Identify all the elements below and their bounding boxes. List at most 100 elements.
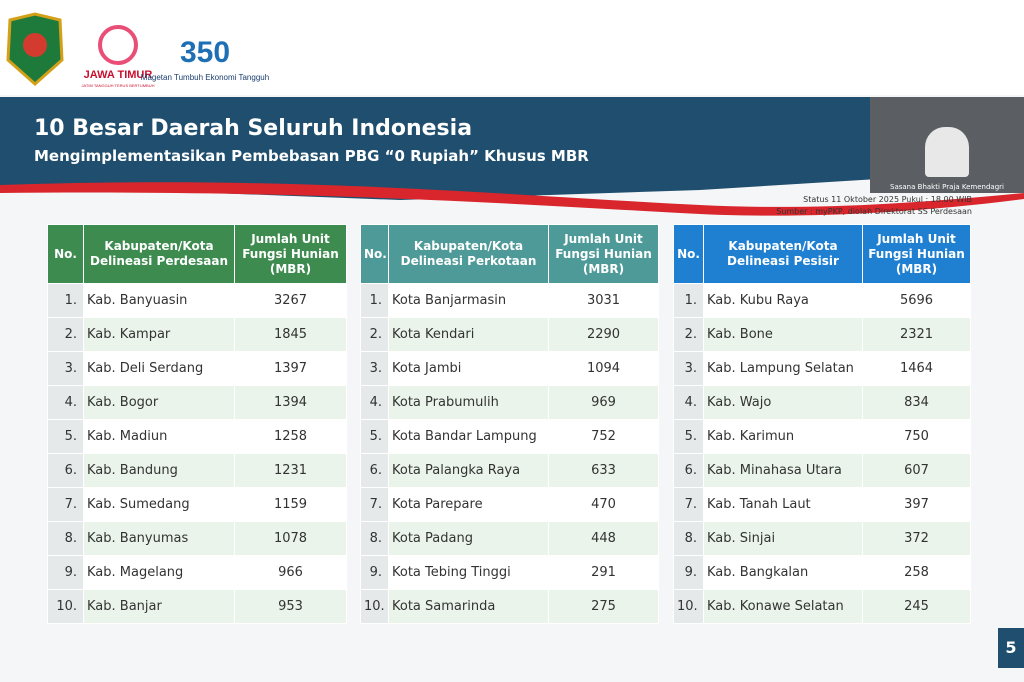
region-name: Kota Bandar Lampung [388, 419, 549, 454]
video-inset: Sasana Bhakti Praja Kemendagri [870, 97, 1024, 193]
table-row: 9. Kab. Magelang 966 [47, 555, 347, 590]
unit-count: 291 [548, 555, 659, 590]
row-number: 9. [360, 555, 389, 590]
source-note: Sumber : myPKP, diolah Direktorat SS Per… [776, 207, 972, 216]
unit-count: 1258 [234, 419, 347, 454]
province-name: JAWA TIMUR [84, 69, 153, 81]
data-table: No. Kabupaten/Kota Delineasi Perdesaan Jum… [47, 224, 347, 624]
table-row: 4. Kab. Wajo 834 [673, 385, 971, 420]
region-name: Kab. Deli Serdang [83, 351, 235, 386]
row-number: 8. [47, 521, 84, 556]
table-row: 4. Kota Prabumulih 969 [360, 385, 659, 420]
header-row: No. Kabupaten/Kota Delineasi Pesisir Jumla… [673, 224, 971, 284]
unit-count: 607 [862, 453, 971, 488]
region-name: Kota Kendari [388, 317, 549, 352]
unit-count: 1231 [234, 453, 347, 488]
data-table: No. Kabupaten/Kota Delineasi Perkotaan Jum… [360, 224, 659, 624]
region-name: Kab. Magelang [83, 555, 235, 590]
header-row: No. Kabupaten/Kota Delineasi Perdesaan Jum… [47, 224, 347, 284]
region-name: Kota Jambi [388, 351, 549, 386]
row-number: 1. [47, 283, 84, 318]
column-header: Jumlah Unit Fungsi Hunian (MBR) [862, 224, 971, 284]
regency-tagline: Magetan Tumbuh Ekonomi Tangguh [141, 73, 269, 82]
unit-count: 969 [548, 385, 659, 420]
region-name: Kab. Tanah Laut [703, 487, 863, 522]
speaker [925, 127, 969, 177]
table-row: 2. Kab. Bone 2321 [673, 317, 971, 352]
column-header: Jumlah Unit Fungsi Hunian (MBR) [548, 224, 659, 284]
table-row: 7. Kab. Tanah Laut 397 [673, 487, 971, 522]
row-number: 2. [47, 317, 84, 352]
unit-count: 953 [234, 589, 347, 624]
table-row: 1. Kab. Kubu Raya 5696 [673, 283, 971, 318]
unit-count: 1094 [548, 351, 659, 386]
unit-count: 966 [234, 555, 347, 590]
table-row: 8. Kab. Sinjai 372 [673, 521, 971, 556]
table-row: 3. Kab. Lampung Selatan 1464 [673, 351, 971, 386]
unit-count: 2321 [862, 317, 971, 352]
row-number: 6. [673, 453, 704, 488]
region-name: Kab. Kampar [83, 317, 235, 352]
column-header: Jumlah Unit Fungsi Hunian (MBR) [234, 224, 347, 284]
table-row: 10. Kab. Banjar 953 [47, 589, 347, 624]
region-name: Kab. Banyuasin [83, 283, 235, 318]
region-name: Kota Banjarmasin [388, 283, 549, 318]
region-name: Kab. Banjar [83, 589, 235, 624]
region-name: Kab. Karimun [703, 419, 863, 454]
region-name: Kab. Sinjai [703, 521, 863, 556]
row-number: 3. [47, 351, 84, 386]
table-row: 8. Kota Padang 448 [360, 521, 659, 556]
unit-count: 470 [548, 487, 659, 522]
column-header: No. [360, 224, 389, 284]
row-number: 4. [360, 385, 389, 420]
row-number: 5. [47, 419, 84, 454]
unit-count: 1394 [234, 385, 347, 420]
region-name: Kab. Bandung [83, 453, 235, 488]
region-name: Kab. Wajo [703, 385, 863, 420]
unit-count: 1845 [234, 317, 347, 352]
unit-count: 245 [862, 589, 971, 624]
slide-subtitle: Mengimplementasikan Pembebasan PBG “0 Ru… [34, 147, 589, 165]
row-number: 6. [360, 453, 389, 488]
status-note: Status 11 Oktober 2025 Pukul : 18.00 WIB [803, 195, 972, 204]
table-row: 3. Kota Jambi 1094 [360, 351, 659, 386]
region-name: Kota Prabumulih [388, 385, 549, 420]
logos: JAWA TIMUR JATIM TANGGUH TERUS BERTUMBUH… [6, 12, 269, 88]
region-name: Kab. Banyumas [83, 521, 235, 556]
row-number: 5. [360, 419, 389, 454]
unit-count: 1464 [862, 351, 971, 386]
table-row: 2. Kab. Kampar 1845 [47, 317, 347, 352]
row-number: 8. [360, 521, 389, 556]
table-row: 7. Kota Parepare 470 [360, 487, 659, 522]
unit-count: 258 [862, 555, 971, 590]
row-number: 3. [360, 351, 389, 386]
row-number: 4. [673, 385, 704, 420]
region-name: Kab. Konawe Selatan [703, 589, 863, 624]
table-row: 5. Kota Bandar Lampung 752 [360, 419, 659, 454]
row-number: 2. [673, 317, 704, 352]
region-name: Kota Palangka Raya [388, 453, 549, 488]
region-name: Kab. Bogor [83, 385, 235, 420]
region-name: Kota Padang [388, 521, 549, 556]
unit-count: 397 [862, 487, 971, 522]
row-number: 9. [47, 555, 84, 590]
table-row: 4. Kab. Bogor 1394 [47, 385, 347, 420]
table-row: 10. Kota Samarinda 275 [360, 589, 659, 624]
table-row: 5. Kab. Karimun 750 [673, 419, 971, 454]
table-row: 1. Kota Banjarmasin 3031 [360, 283, 659, 318]
unit-count: 633 [548, 453, 659, 488]
row-number: 2. [360, 317, 389, 352]
column-header: Kabupaten/Kota Delineasi Pesisir [703, 224, 863, 284]
column-header: Kabupaten/Kota Delineasi Perdesaan [83, 224, 235, 284]
column-header: No. [47, 224, 84, 284]
unit-count: 448 [548, 521, 659, 556]
title-banner [0, 97, 1024, 216]
unit-count: 1078 [234, 521, 347, 556]
table-row: 8. Kab. Banyumas 1078 [47, 521, 347, 556]
column-header: Kabupaten/Kota Delineasi Perkotaan [388, 224, 549, 284]
unit-count: 2290 [548, 317, 659, 352]
slide-title: 10 Besar Daerah Seluruh Indonesia [34, 116, 473, 141]
row-number: 1. [360, 283, 389, 318]
logo-bar: JAWA TIMUR JATIM TANGGUH TERUS BERTUMBUH… [0, 0, 1024, 95]
region-name: Kab. Minahasa Utara [703, 453, 863, 488]
